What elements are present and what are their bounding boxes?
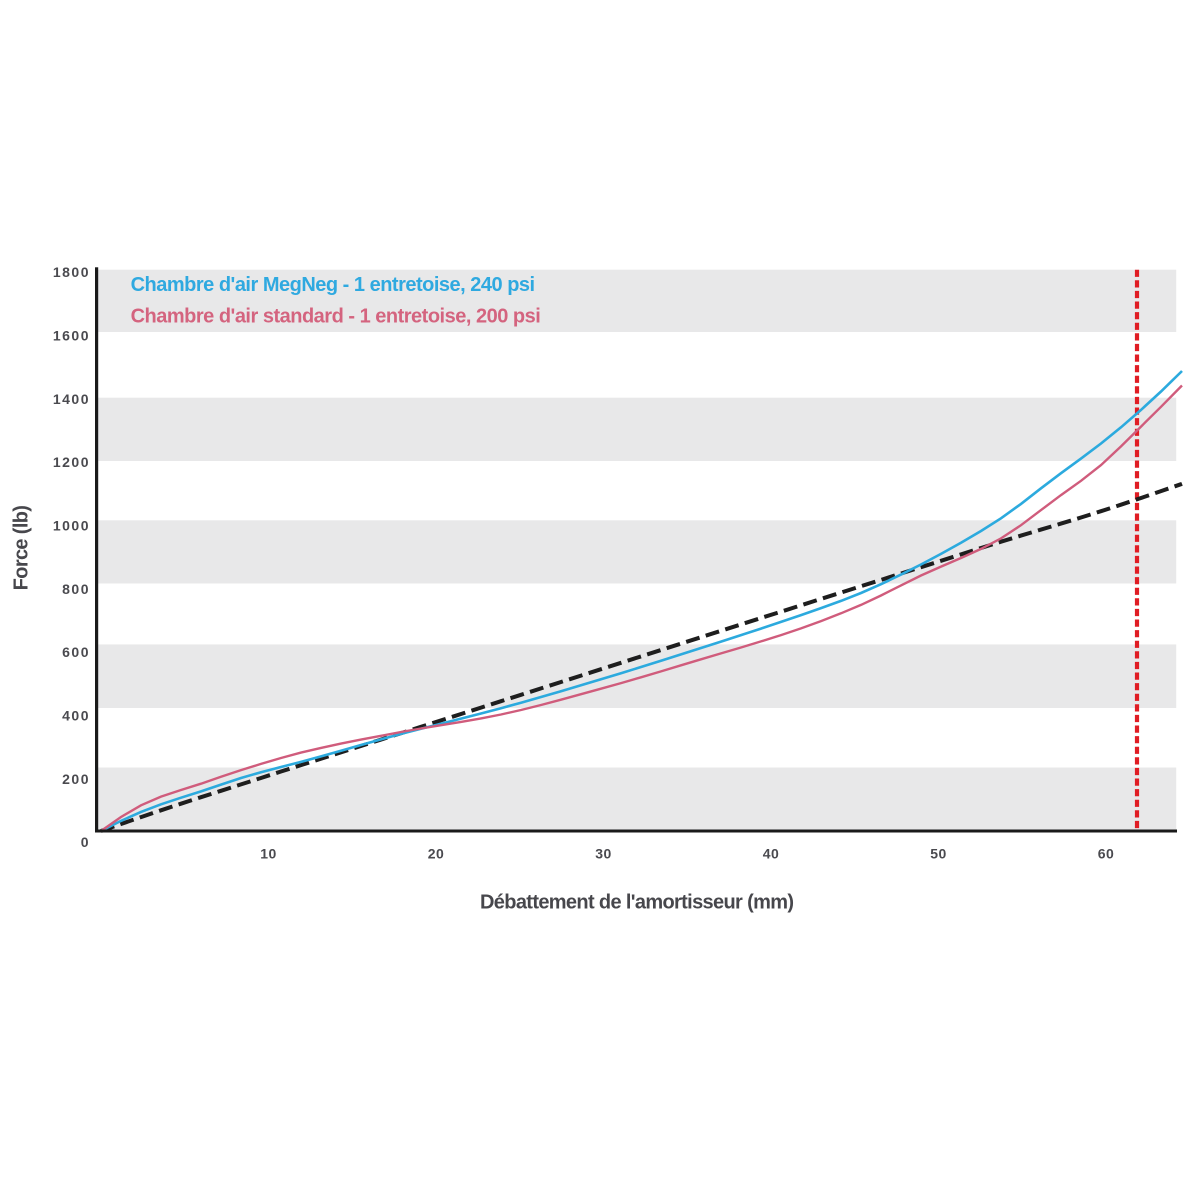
svg-text:400: 400 [62, 708, 90, 724]
svg-text:10: 10 [260, 846, 277, 862]
svg-text:Chambre d'air standard - 1 ent: Chambre d'air standard - 1 entretoise, 2… [131, 306, 541, 328]
svg-text:Débattement de l'amortisseur (: Débattement de l'amortisseur (mm) [480, 891, 793, 913]
svg-text:200: 200 [62, 771, 90, 787]
svg-text:20: 20 [428, 846, 445, 862]
svg-text:1800: 1800 [53, 264, 90, 280]
svg-text:0: 0 [81, 834, 90, 850]
svg-text:1200: 1200 [53, 454, 90, 470]
svg-text:600: 600 [62, 644, 90, 660]
svg-text:800: 800 [62, 581, 90, 597]
svg-text:40: 40 [763, 846, 780, 862]
svg-text:1400: 1400 [53, 391, 90, 407]
svg-text:Chambre d'air MegNeg - 1 entre: Chambre d'air MegNeg - 1 entretoise, 240… [131, 274, 535, 296]
svg-text:1600: 1600 [53, 328, 90, 344]
svg-text:Force (lb): Force (lb) [11, 506, 33, 591]
svg-text:1000: 1000 [53, 518, 90, 534]
svg-text:30: 30 [595, 846, 612, 862]
svg-text:60: 60 [1098, 846, 1115, 862]
svg-text:50: 50 [930, 846, 947, 862]
